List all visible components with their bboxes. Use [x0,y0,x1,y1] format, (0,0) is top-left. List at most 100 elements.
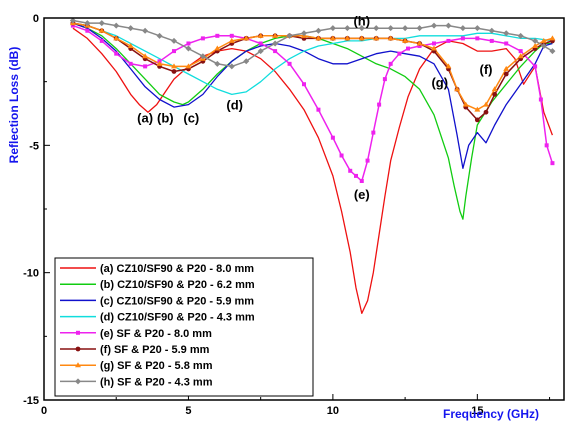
series-line-d [72,22,553,96]
data-point [243,58,250,65]
curve-label: (a) [137,110,153,125]
data-point [339,153,344,158]
data-point [432,41,436,46]
data-point [228,37,235,43]
data-point [273,49,278,54]
data-point [445,22,452,29]
data-point [329,25,336,32]
data-point [214,45,221,51]
curve-label: (c) [183,110,199,125]
data-point [388,61,393,66]
data-point [416,40,423,46]
data-point [228,63,235,70]
data-point [258,41,263,46]
data-point [344,25,351,32]
data-point [329,35,336,41]
data-point [142,53,149,59]
data-point [454,86,461,92]
data-point [301,30,307,37]
data-point [549,48,556,55]
data-point [286,32,293,39]
y-tick-label: -15 [23,395,39,407]
legend-entry: (g) SF & P20 - 5.8 mm [100,360,213,372]
data-point [459,25,466,32]
legend-entry: (f) SF & P20 - 5.9 mm [100,344,210,356]
data-point [172,49,176,54]
data-point [402,37,409,43]
data-point [186,41,191,46]
x-tick-label: 10 [327,405,339,417]
data-point [365,158,370,163]
data-point [127,25,134,32]
data-point [142,27,149,34]
data-point [483,101,489,107]
x-tick-label: 15 [471,405,483,417]
curve-label: (d) [226,98,243,113]
data-point [550,161,555,166]
data-point [462,101,469,107]
data-point [417,44,422,49]
data-point [69,17,76,24]
data-point [532,37,539,44]
data-point [358,35,365,41]
data-point [348,168,353,173]
data-point [373,35,380,41]
data-point [538,97,543,102]
data-point [199,53,206,60]
data-point [503,65,510,71]
legend-entry: (d) CZ10/SF90 & P20 - 4.3 mm [100,312,255,324]
curve-label: (f) [480,62,493,77]
data-point [257,48,264,55]
data-point [215,33,220,38]
series-line-b [72,22,553,220]
data-point [445,63,452,69]
data-point [460,36,465,41]
data-point [156,32,163,39]
data-point [517,32,524,39]
data-point [492,92,498,97]
data-point [540,43,547,50]
data-point [491,86,498,92]
data-point [185,45,192,52]
data-point [431,22,437,29]
data-point [533,64,538,69]
data-point [354,173,358,178]
legend-box [54,257,314,397]
series-line-c [72,22,553,169]
data-point [377,102,382,107]
data-point [127,43,134,49]
data-point [171,63,177,69]
data-point [171,69,177,74]
data-point [302,82,306,87]
data-point [272,32,279,38]
legend-entry: (b) CZ10/SF90 & P20 - 6.2 mm [100,279,255,291]
data-point [171,37,177,44]
data-point [315,35,322,41]
data-point [532,43,539,49]
data-point [488,27,495,34]
data-point [358,25,365,32]
data-point [382,77,387,82]
curve-annotations: (a) (b) (c) (d) (e) (f) (g) (h) [137,14,492,202]
data-point [474,25,481,32]
y-tick-label: 0 [33,13,39,25]
tick-marks: 0 5 10 15 0 -5 -10 -15 [23,13,551,417]
y-axis-label: Reflection Loss (dB) [7,47,21,164]
legend-entry: (e) SF & P20 - 8.0 mm [100,328,212,340]
curve-label: (b) [157,110,174,125]
y-tick-label: -5 [29,140,39,152]
legend: (a) CZ10/SF90 & P20 - 8.0 mm (b) CZ10/SF9… [54,257,314,397]
data-point [185,63,192,69]
legend-marker [75,346,81,352]
data-point [489,38,494,43]
data-point [371,130,376,135]
data-point [549,35,556,41]
curve-label: (g) [431,75,448,90]
data-point [272,40,279,47]
data-point [257,32,264,38]
data-point [229,33,234,38]
data-point [316,107,321,112]
curve-label: (e) [354,187,370,202]
data-point [200,36,205,41]
